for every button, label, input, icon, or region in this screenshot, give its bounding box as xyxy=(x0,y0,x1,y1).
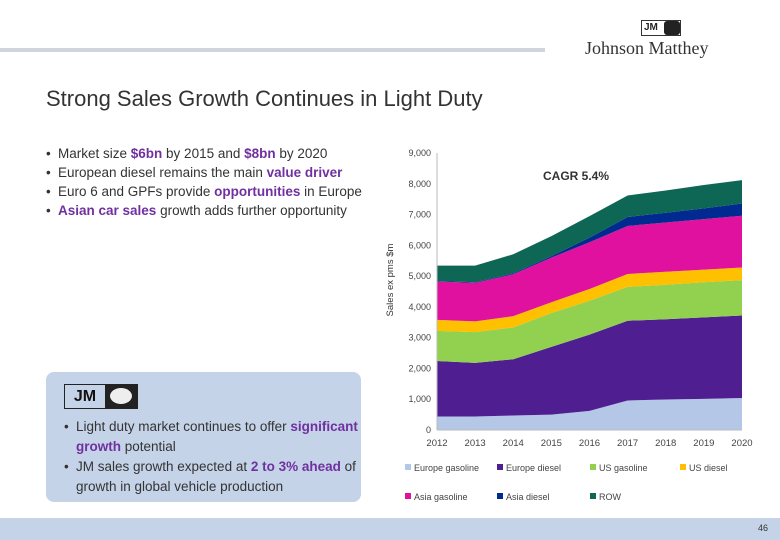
y-tick-label: 1,000 xyxy=(408,394,431,404)
jm-logo-mark: JM xyxy=(641,20,681,36)
legend-swatch xyxy=(497,464,503,470)
x-tick-label: 2016 xyxy=(579,438,600,449)
bullet-text: Market size xyxy=(58,146,131,161)
bullet-text: Light duty market continues to offer xyxy=(76,419,291,434)
legend-swatch xyxy=(405,493,411,499)
bullet-text: growth adds further opportunity xyxy=(156,203,347,218)
footer-bar: 46 xyxy=(0,518,780,540)
legend-swatch xyxy=(405,464,411,470)
area-asia-diesel xyxy=(437,203,742,283)
legend-swatch xyxy=(497,493,503,499)
bullet-item: Asian car sales growth adds further oppo… xyxy=(46,201,376,220)
area-row xyxy=(437,180,742,283)
cagr-annotation: CAGR 5.4% xyxy=(543,169,609,183)
callout-bullets: Light duty market continues to offer sig… xyxy=(64,417,364,497)
x-tick-label: 2017 xyxy=(617,438,638,449)
bullet-item: Euro 6 and GPFs provide opportunities in… xyxy=(46,182,376,201)
legend-label: Asia diesel xyxy=(506,492,550,502)
bullet-text: of growth in global vehicle production xyxy=(76,459,356,494)
bullet-item: Light duty market continues to offer sig… xyxy=(64,417,364,457)
legend-label: Asia gasoline xyxy=(414,492,468,502)
y-tick-label: 2,000 xyxy=(408,363,431,373)
bullet-item: European diesel remains the main value d… xyxy=(46,163,376,182)
legend-label: US gasoline xyxy=(599,463,648,473)
area-us-diesel xyxy=(437,267,742,333)
highlight-text: $8bn xyxy=(244,146,276,161)
highlight-text: 2 to 3% ahead xyxy=(250,459,341,474)
legend-swatch xyxy=(590,493,596,499)
y-tick-label: 6,000 xyxy=(408,240,431,250)
jm-callout-box: JM Light duty market continues to offer … xyxy=(46,372,361,502)
y-tick-label: 0 xyxy=(426,425,431,435)
legend-swatch xyxy=(680,464,686,470)
jm-logo-text: JM xyxy=(65,385,105,408)
x-tick-label: 2018 xyxy=(655,438,676,449)
legend-swatch xyxy=(590,464,596,470)
sales-area-chart: 0 1,000 2,000 3,000 4,000 5,000 6,000 7,000 8,00… xyxy=(385,148,753,502)
x-tick-label: 2020 xyxy=(731,438,752,449)
highlight-text: $6bn xyxy=(130,146,163,161)
highlight-text: opportunities xyxy=(214,184,301,199)
x-tick-label: 2014 xyxy=(503,438,524,449)
bullet-list: Market size $6bn by 2015 and $8bn by 202… xyxy=(46,144,376,220)
highlight-text: significant growth xyxy=(76,419,358,454)
logo-mark-text: JM xyxy=(644,22,658,33)
area-us-gasoline xyxy=(437,280,742,363)
page-number: 46 xyxy=(757,523,768,533)
hammers-icon xyxy=(664,21,680,35)
y-tick-label: 5,000 xyxy=(408,271,431,281)
area-europe-gasoline xyxy=(437,397,742,430)
y-tick-label: 4,000 xyxy=(408,302,431,312)
highlight-text: value driver xyxy=(266,165,343,180)
bullet-text: potential xyxy=(121,439,176,454)
header-divider xyxy=(0,48,545,52)
jm-logo: JM xyxy=(64,384,138,409)
hammers-icon xyxy=(110,388,132,404)
legend-label: US diesel xyxy=(689,463,728,473)
bullet-text: by 2020 xyxy=(275,146,328,161)
bullet-text: JM sales growth expected at xyxy=(76,459,251,474)
bullet-item: JM sales growth expected at 2 to 3% ahea… xyxy=(64,457,364,497)
area-asia-gasoline xyxy=(437,215,742,322)
bullet-item: Market size $6bn by 2015 and $8bn by 202… xyxy=(46,144,376,163)
highlight-text: Asian car sales xyxy=(58,203,157,218)
bullet-text: Euro 6 and GPFs provide xyxy=(58,184,215,199)
legend-label: Europe diesel xyxy=(506,463,561,473)
logo-text: Johnson Matthey xyxy=(585,38,709,58)
y-tick-label: 3,000 xyxy=(408,333,431,343)
johnson-matthey-logo: JM Johnson Matthey xyxy=(585,20,735,65)
legend-label: Europe gasoline xyxy=(414,463,479,473)
bullet-text: in Europe xyxy=(300,184,362,199)
x-tick-label: 2019 xyxy=(693,438,714,449)
x-tick-label: 2013 xyxy=(465,438,486,449)
y-tick-label: 9,000 xyxy=(408,148,431,158)
bullet-text: by 2015 and xyxy=(162,146,245,161)
x-tick-label: 2012 xyxy=(426,438,447,449)
page-title: Strong Sales Growth Continues in Light D… xyxy=(46,86,483,111)
y-tick-label: 8,000 xyxy=(408,179,431,189)
bullet-text: European diesel remains the main xyxy=(58,165,267,180)
x-tick-label: 2015 xyxy=(541,438,562,449)
area-europe-diesel xyxy=(437,315,742,417)
y-axis-label: Sales ex pms $m xyxy=(385,243,396,316)
legend-label: ROW xyxy=(599,492,622,502)
y-tick-label: 7,000 xyxy=(408,210,431,220)
